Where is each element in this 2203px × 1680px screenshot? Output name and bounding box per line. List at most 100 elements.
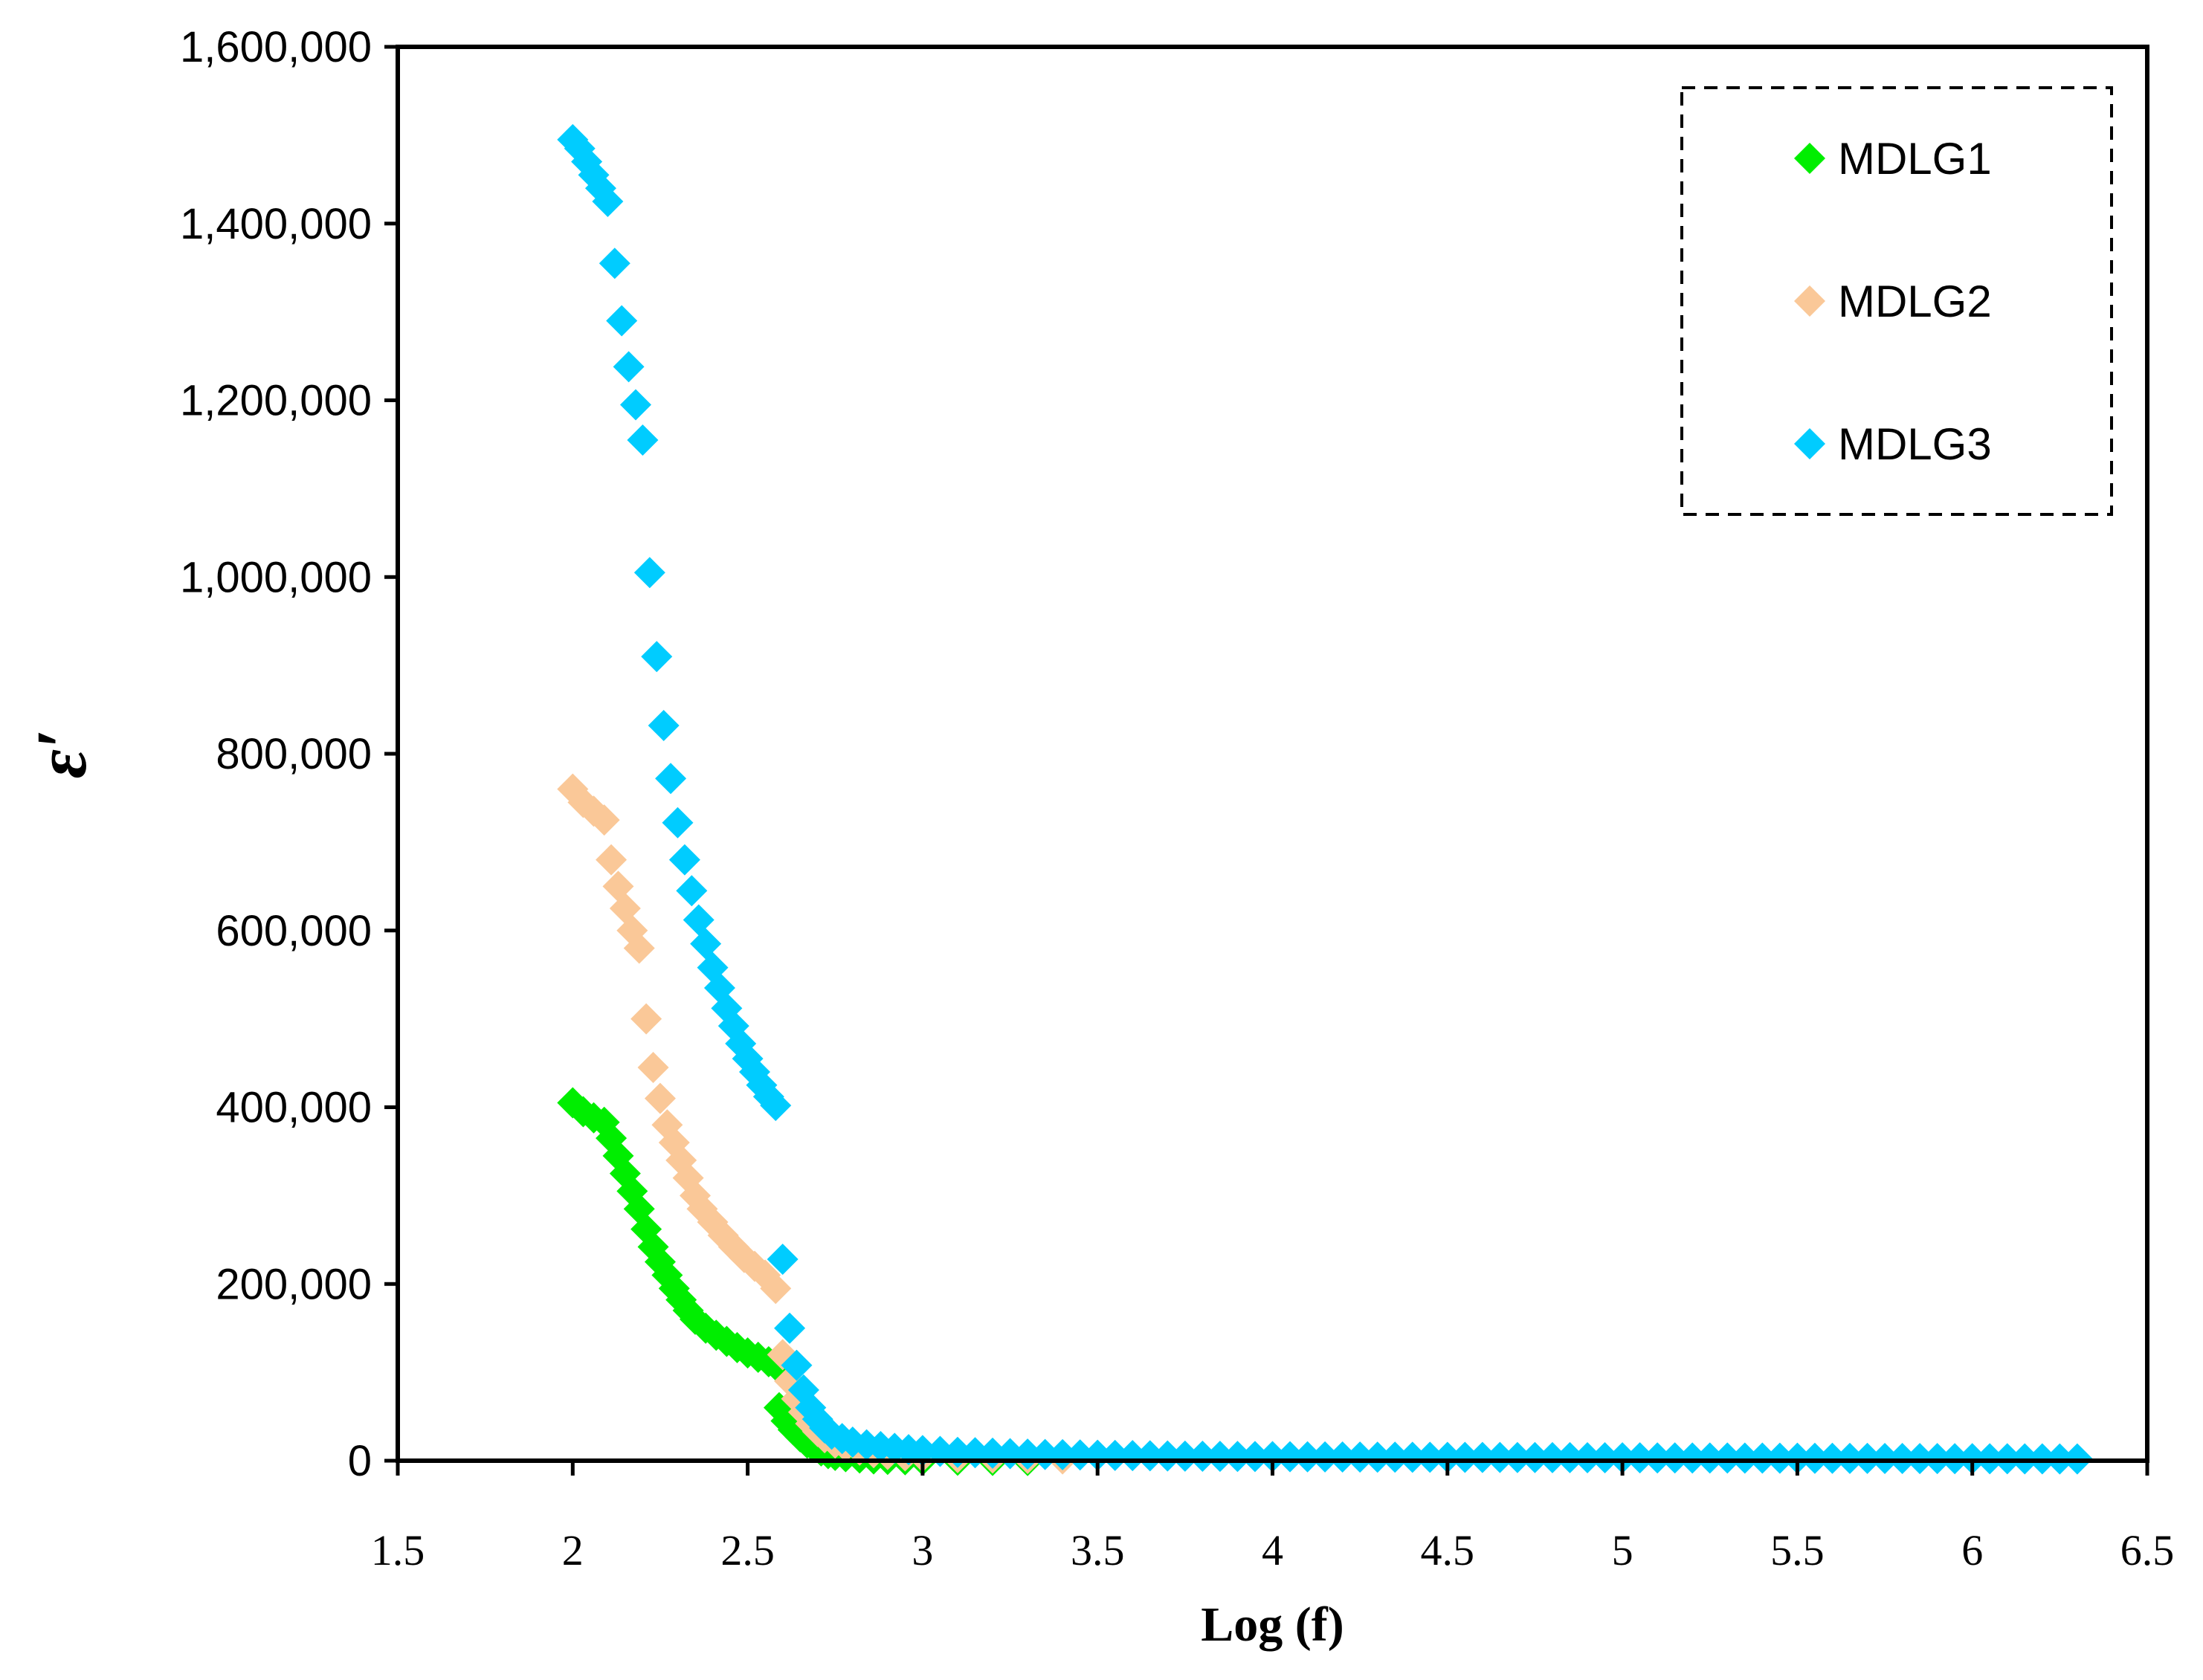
data-point-mdlg3	[633, 557, 665, 589]
y-tick-label: 600,000	[216, 907, 372, 955]
plot-marks	[557, 123, 2093, 1476]
data-point-mdlg3	[599, 248, 630, 280]
x-tick-label: 5.5	[1770, 1526, 1825, 1574]
data-point-mdlg3	[668, 844, 700, 876]
data-point-mdlg3	[1554, 1441, 1586, 1473]
data-point-mdlg3	[648, 709, 680, 741]
data-point-mdlg3	[1781, 1442, 1813, 1474]
data-point-mdlg3	[1729, 1442, 1761, 1474]
data-point-mdlg3	[1117, 1440, 1149, 1472]
data-point-mdlg3	[1309, 1441, 1341, 1473]
data-point-mdlg2	[644, 1082, 676, 1114]
x-tick-label: 2	[562, 1526, 584, 1574]
data-point-mdlg2	[637, 1052, 669, 1084]
data-point-mdlg3	[1449, 1441, 1481, 1473]
legend-box	[1680, 86, 2113, 516]
legend-marker-mdlg2	[1794, 285, 1825, 317]
data-point-mdlg3	[1816, 1442, 1848, 1474]
data-point-mdlg2	[588, 804, 620, 836]
data-point-mdlg3	[1204, 1441, 1236, 1473]
data-point-mdlg3	[1169, 1440, 1201, 1472]
data-point-mdlg3	[606, 305, 638, 337]
data-point-mdlg3	[767, 1243, 799, 1275]
data-point-mdlg3	[1134, 1440, 1166, 1472]
data-point-mdlg3	[1589, 1442, 1621, 1474]
data-point-mdlg3	[1361, 1441, 1393, 1473]
data-point-mdlg3	[1833, 1442, 1865, 1474]
data-point-mdlg3	[1431, 1441, 1463, 1473]
legend-label-mdlg3: MDLG3	[1838, 419, 1992, 469]
data-point-mdlg3	[1677, 1442, 1709, 1474]
data-point-mdlg2	[760, 1273, 792, 1305]
data-point-mdlg3	[1712, 1442, 1744, 1474]
data-point-mdlg3	[1466, 1441, 1498, 1473]
data-point-mdlg3	[1326, 1441, 1358, 1473]
x-axis-title: Log (f)	[1201, 1597, 1344, 1652]
data-point-mdlg3	[641, 641, 673, 673]
data-point-mdlg3	[1274, 1441, 1306, 1473]
x-tick-label: 1.5	[371, 1526, 425, 1574]
axes: 0 200,000 400,000 600,000 800,000 1,000,000 1,…	[180, 23, 2174, 1574]
x-tick-label: 6.5	[2120, 1526, 2175, 1574]
data-point-mdlg3	[1851, 1442, 1883, 1474]
data-point-mdlg3	[1484, 1441, 1516, 1473]
data-point-mdlg3	[1501, 1441, 1533, 1473]
y-tick-label: 0	[348, 1437, 372, 1485]
data-point-mdlg3	[1536, 1441, 1568, 1473]
x-tick-label: 5	[1612, 1526, 1633, 1574]
data-point-mdlg3	[1519, 1441, 1551, 1473]
legend: MDLG1 MDLG2 MDLG3	[1680, 86, 2113, 516]
x-tick-label: 4.5	[1421, 1526, 1475, 1574]
data-point-mdlg3	[1152, 1440, 1184, 1472]
y-tick-label: 1,600,000	[180, 23, 372, 71]
legend-label-mdlg2: MDLG2	[1838, 277, 1992, 326]
legend-marker-mdlg3	[1794, 428, 1825, 459]
data-point-mdlg3	[1414, 1441, 1446, 1473]
x-tick-label: 3.5	[1071, 1526, 1125, 1574]
data-point-mdlg3	[1572, 1441, 1604, 1473]
data-point-mdlg3	[1624, 1442, 1656, 1474]
data-point-mdlg3	[760, 1090, 792, 1122]
data-point-mdlg3	[1396, 1441, 1428, 1473]
x-tick-label: 6	[1961, 1526, 1983, 1574]
data-point-mdlg3	[676, 875, 708, 907]
data-point-mdlg3	[1607, 1442, 1639, 1474]
y-tick-label: 1,000,000	[180, 553, 372, 601]
data-point-mdlg3	[1222, 1441, 1254, 1473]
y-tick-label: 1,200,000	[180, 377, 372, 425]
y-tick-label: 1,400,000	[180, 200, 372, 248]
data-point-mdlg3	[1379, 1441, 1411, 1473]
data-point-mdlg3	[1694, 1442, 1726, 1474]
data-point-mdlg3	[1764, 1442, 1796, 1474]
data-point-mdlg3	[613, 351, 645, 383]
data-point-mdlg3	[592, 186, 624, 218]
data-point-mdlg3	[1746, 1442, 1778, 1474]
data-point-mdlg3	[1082, 1439, 1114, 1471]
data-point-mdlg3	[906, 1435, 938, 1467]
data-point-mdlg3	[1799, 1442, 1831, 1474]
data-point-mdlg2	[623, 932, 655, 964]
data-point-mdlg3	[662, 807, 694, 839]
data-point-mdlg3	[774, 1312, 806, 1344]
data-point-mdlg3	[1239, 1441, 1271, 1473]
y-tick-label: 200,000	[216, 1260, 372, 1308]
data-point-mdlg3	[1291, 1441, 1323, 1473]
data-point-mdlg3	[627, 424, 659, 456]
data-point-mdlg3	[584, 172, 616, 204]
y-tick-label: 400,000	[216, 1084, 372, 1132]
data-point-mdlg3	[1099, 1439, 1131, 1471]
data-point-mdlg2	[630, 1003, 662, 1035]
data-point-mdlg3	[655, 763, 687, 795]
x-tick-label: 4	[1262, 1526, 1283, 1574]
data-point-mdlg3	[1642, 1442, 1674, 1474]
series-mdlg2	[557, 773, 1079, 1475]
legend-marker-mdlg1	[1794, 143, 1825, 174]
data-point-mdlg3	[620, 389, 652, 421]
legend-label-mdlg1: MDLG1	[1838, 134, 1992, 184]
data-point-mdlg2	[596, 844, 628, 876]
data-point-mdlg3	[781, 1349, 813, 1381]
data-point-mdlg3	[1187, 1441, 1219, 1473]
x-tick-label: 2.5	[720, 1526, 775, 1574]
data-point-mdlg3	[1257, 1441, 1288, 1473]
